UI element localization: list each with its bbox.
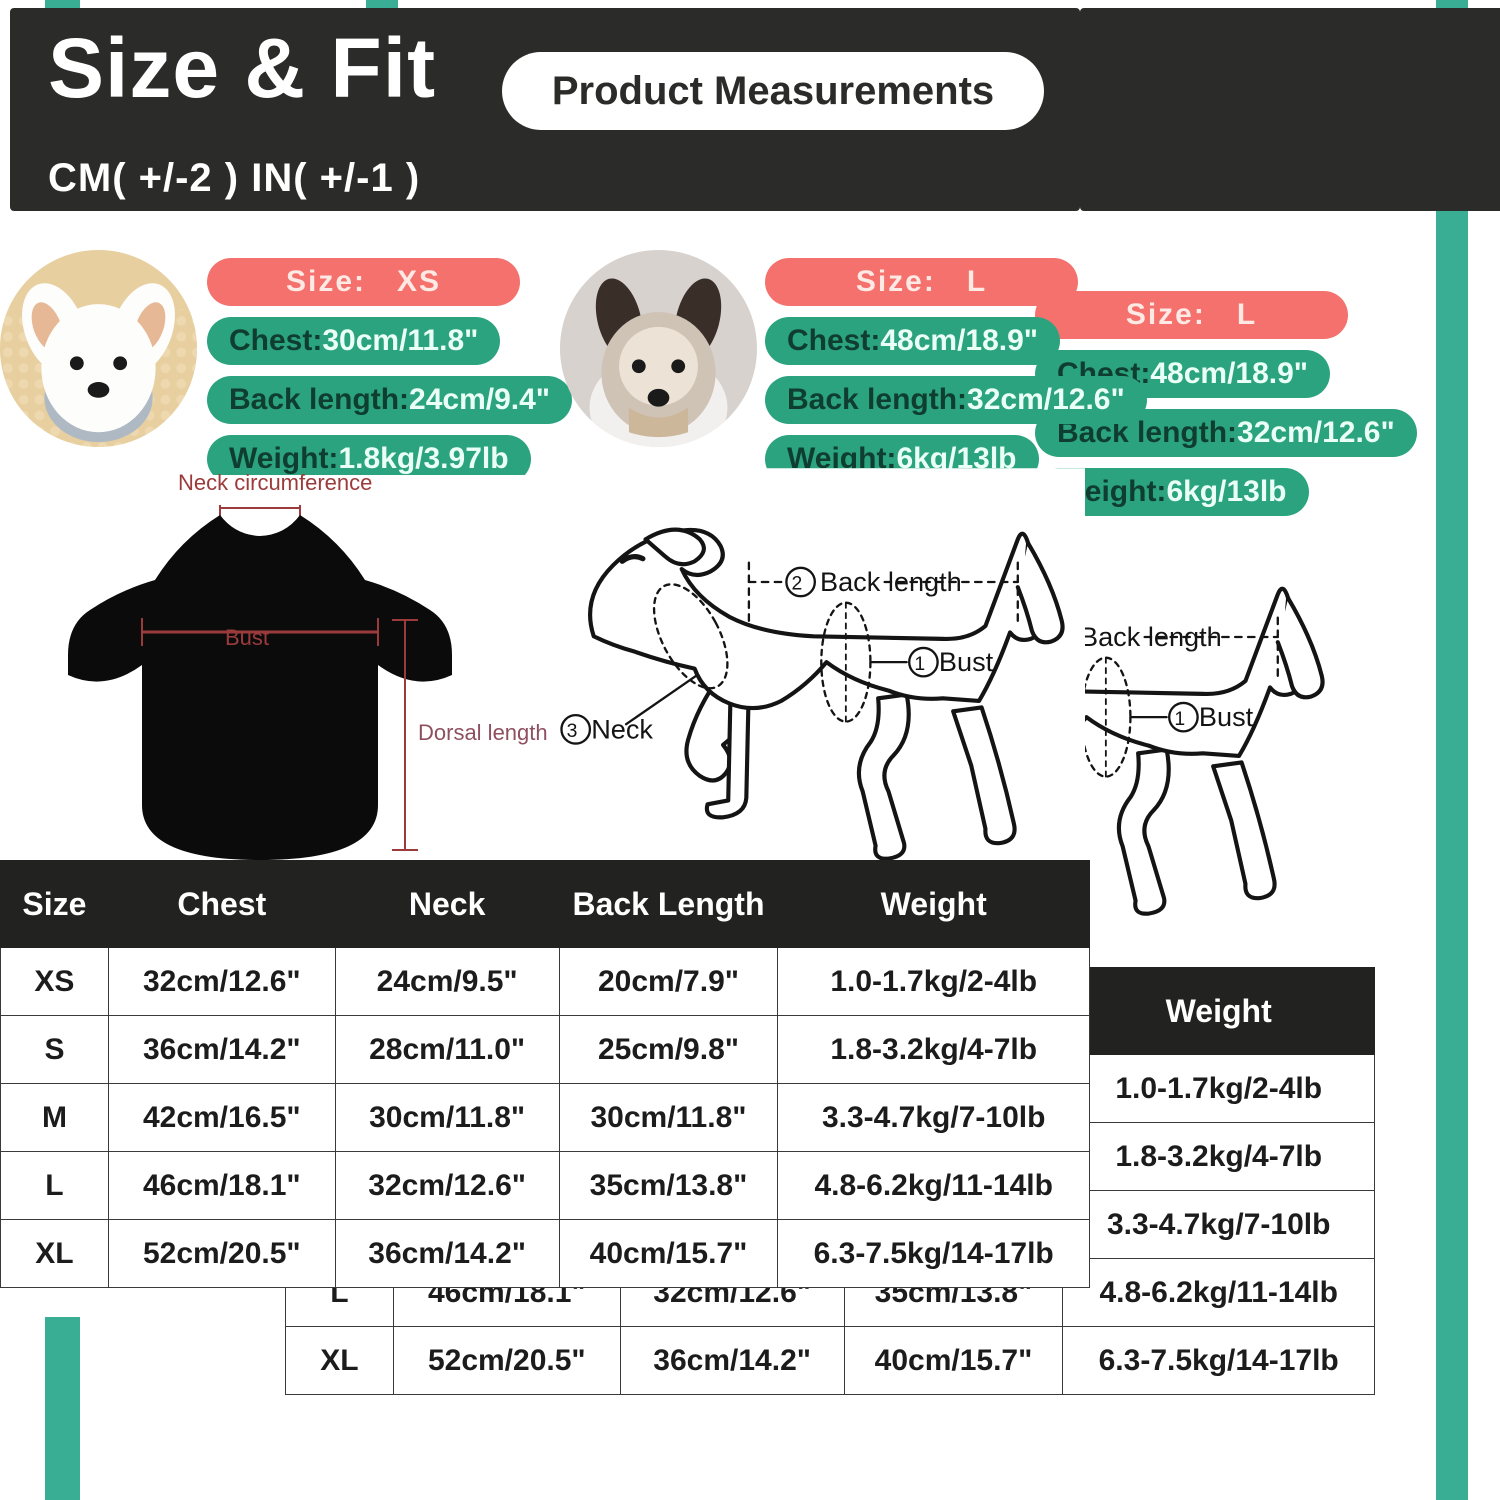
svg-text:Dorsal length: Dorsal length — [418, 720, 548, 745]
svg-text:1: 1 — [914, 653, 925, 675]
svg-text:3: 3 — [567, 720, 578, 742]
svg-text:Neck circumference: Neck circumference — [178, 470, 372, 495]
svg-text:Back length: Back length — [820, 566, 962, 597]
svg-text:Neck: Neck — [591, 713, 653, 744]
svg-text:Bust: Bust — [939, 646, 994, 677]
svg-text:Bust: Bust — [225, 625, 269, 650]
svg-text:2: 2 — [792, 573, 803, 595]
